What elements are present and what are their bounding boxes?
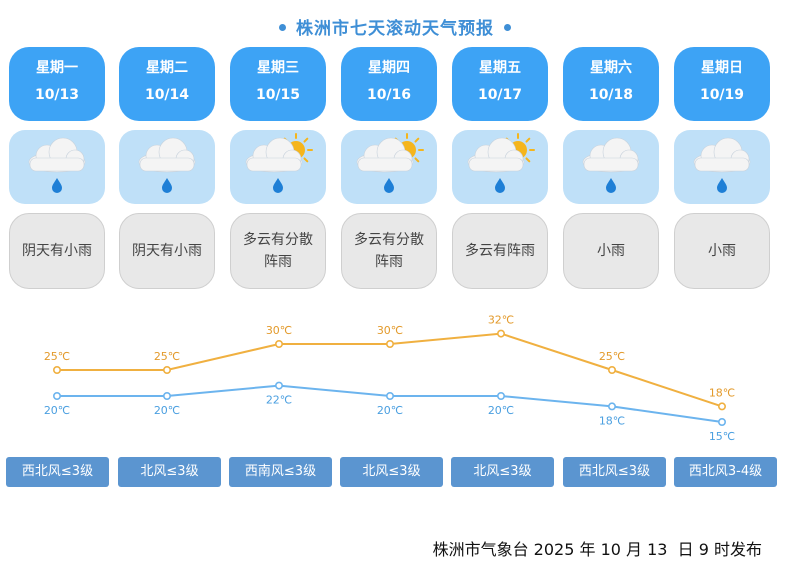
weather-description: 多云有分散阵雨 (230, 213, 326, 289)
weather-description: 阴天有小雨 (119, 213, 215, 289)
weekday-label: 星期五 (479, 60, 521, 76)
raindrop-icon (384, 178, 394, 193)
cloud-rain-icon (119, 130, 215, 204)
weather-description: 小雨 (563, 213, 659, 289)
weather-description: 阴天有小雨 (9, 213, 105, 289)
low-temp-label: 22℃ (266, 394, 292, 407)
high-temp-label: 25℃ (599, 350, 625, 363)
cloud-rain-icon (674, 130, 770, 204)
low-temp-point (607, 402, 616, 411)
day-card: 星期六 10/18 (563, 47, 659, 121)
cloud-rain-icon (9, 130, 105, 204)
weekday-label: 星期二 (146, 60, 188, 76)
temperature-chart: 25℃ 20℃ 25℃ 20℃ 30℃ 22℃ 30℃ 20℃ 32℃ 20℃ 25℃ 18℃ 18℃ 1… (44, 314, 735, 443)
day-card: 星期二 10/14 (119, 47, 215, 121)
weekday-label: 星期三 (257, 60, 299, 76)
low-temp-point (717, 418, 726, 427)
low-temp-point (274, 381, 283, 390)
cloud-icon (28, 137, 86, 173)
weekday-label: 星期四 (368, 60, 410, 76)
wind-badge: 北风≤3级 (451, 457, 554, 487)
raindrop-icon (495, 178, 505, 193)
day-card: 星期三 10/15 (230, 47, 326, 121)
page-title: 株洲市七天滚动天气预报 (0, 14, 790, 39)
cloud-icon (582, 137, 640, 173)
high-temp-point (607, 366, 616, 375)
high-temp-label: 25℃ (154, 350, 180, 363)
raindrop-icon (606, 178, 616, 193)
partly-cloudy-rain-icon (452, 130, 548, 204)
date-label: 10/17 (477, 87, 523, 103)
low-temp-point (496, 392, 505, 401)
day-card: 星期四 10/16 (341, 47, 437, 121)
wind-badge: 北风≤3级 (118, 457, 221, 487)
high-temp-point (496, 329, 505, 338)
weekday-label: 星期日 (701, 60, 743, 76)
weather-description: 小雨 (674, 213, 770, 289)
low-temp-label: 20℃ (154, 404, 180, 417)
partly-cloudy-rain-icon (341, 130, 437, 204)
title-text: 株洲市七天滚动天气预报 (296, 19, 494, 39)
title-dot-left (279, 23, 286, 31)
weather-description: 多云有阵雨 (452, 213, 548, 289)
cloud-icon (138, 137, 196, 173)
low-temp-point (52, 392, 61, 401)
title-dot-right (504, 23, 511, 31)
low-temp-label: 20℃ (488, 404, 514, 417)
weekday-label: 星期一 (36, 60, 78, 76)
weekday-label: 星期六 (590, 60, 632, 76)
date-label: 10/15 (255, 87, 301, 103)
date-label: 10/18 (588, 87, 634, 103)
date-label: 10/13 (34, 87, 80, 103)
issue-footer: 株洲市气象台 2025 年 10 月 13 日 9 时发布 (432, 540, 762, 559)
low-temp-label: 18℃ (599, 414, 625, 427)
wind-badge: 北风≤3级 (340, 457, 443, 487)
cloud-icon (356, 137, 414, 173)
high-temp-point (717, 402, 726, 411)
raindrop-icon (52, 178, 62, 193)
low-temp-label: 15℃ (709, 430, 735, 443)
weather-description: 多云有分散阵雨 (341, 213, 437, 289)
wind-badge: 西北风≤3级 (6, 457, 109, 487)
low-temp-point (385, 392, 394, 401)
partly-cloudy-rain-icon (230, 130, 326, 204)
high-temp-point (163, 366, 172, 375)
cloud-icon (245, 137, 303, 173)
high-temp-label: 25℃ (44, 350, 70, 363)
cloud-icon (467, 137, 525, 173)
high-temp-label: 32℃ (488, 314, 514, 327)
wind-badge: 西北风≤3级 (563, 457, 666, 487)
low-temp-label: 20℃ (44, 404, 70, 417)
high-temp-label: 18℃ (709, 386, 735, 399)
high-temp-point (274, 339, 283, 348)
date-label: 10/14 (144, 87, 190, 103)
date-label: 10/19 (699, 87, 745, 103)
cloud-icon (693, 137, 751, 173)
day-card: 星期一 10/13 (9, 47, 105, 121)
raindrop-icon (273, 178, 283, 193)
date-label: 10/16 (366, 87, 412, 103)
raindrop-icon (717, 178, 727, 193)
high-temp-label: 30℃ (377, 324, 403, 337)
low-temp-label: 20℃ (377, 404, 403, 417)
wind-badge: 西南风≤3级 (229, 457, 332, 487)
day-card: 星期日 10/19 (674, 47, 770, 121)
cloud-rain-icon (563, 130, 659, 204)
day-card: 星期五 10/17 (452, 47, 548, 121)
wind-badge: 西北风3-4级 (674, 457, 777, 487)
low-temp-point (163, 392, 172, 401)
high-temp-point (52, 366, 61, 375)
high-temp-point (385, 339, 394, 348)
raindrop-icon (162, 178, 172, 193)
high-temp-label: 30℃ (266, 324, 292, 337)
